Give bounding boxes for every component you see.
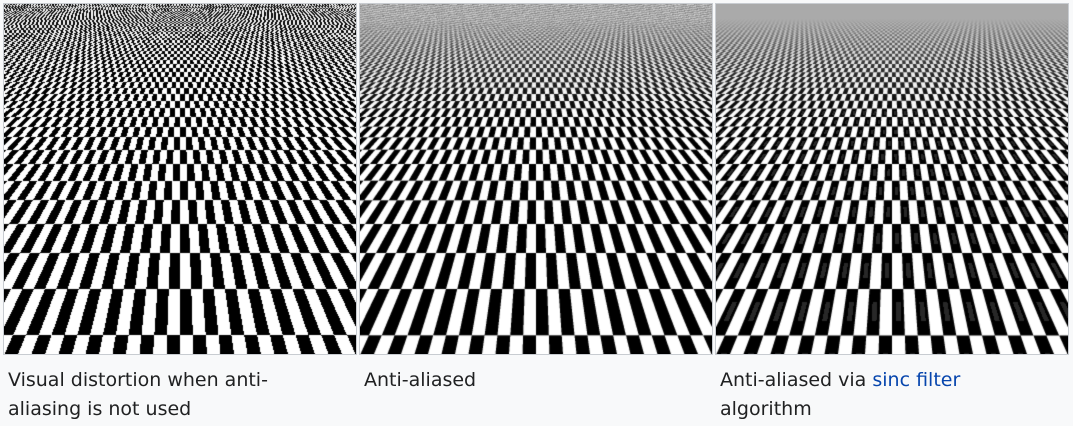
sinc-filter-caption-prefix: Anti-aliased via (720, 369, 873, 391)
aliased-checkerboard-image[interactable] (4, 4, 356, 354)
antialiased-caption-text: Anti-aliased (364, 369, 477, 391)
antialiased-checkerboard-image[interactable] (360, 4, 712, 354)
sinc-filter-caption: Anti-aliased via sinc filter algorithm (720, 366, 1040, 424)
sinc-filter-link[interactable]: sinc filter (872, 369, 961, 391)
antialiased-image-frame[interactable] (359, 3, 713, 355)
sinc-filter-caption-suffix: algorithm (720, 398, 812, 420)
aliased-image-frame[interactable] (3, 3, 357, 355)
aliased-caption: Visual distortion when anti-aliasing is … (8, 366, 328, 424)
antialiased-caption: Anti-aliased (364, 366, 684, 395)
sinc-filter-checkerboard-image[interactable] (716, 4, 1068, 354)
sinc-filter-image-frame[interactable] (715, 3, 1069, 355)
aliased-caption-text: Visual distortion when anti-aliasing is … (8, 369, 268, 420)
